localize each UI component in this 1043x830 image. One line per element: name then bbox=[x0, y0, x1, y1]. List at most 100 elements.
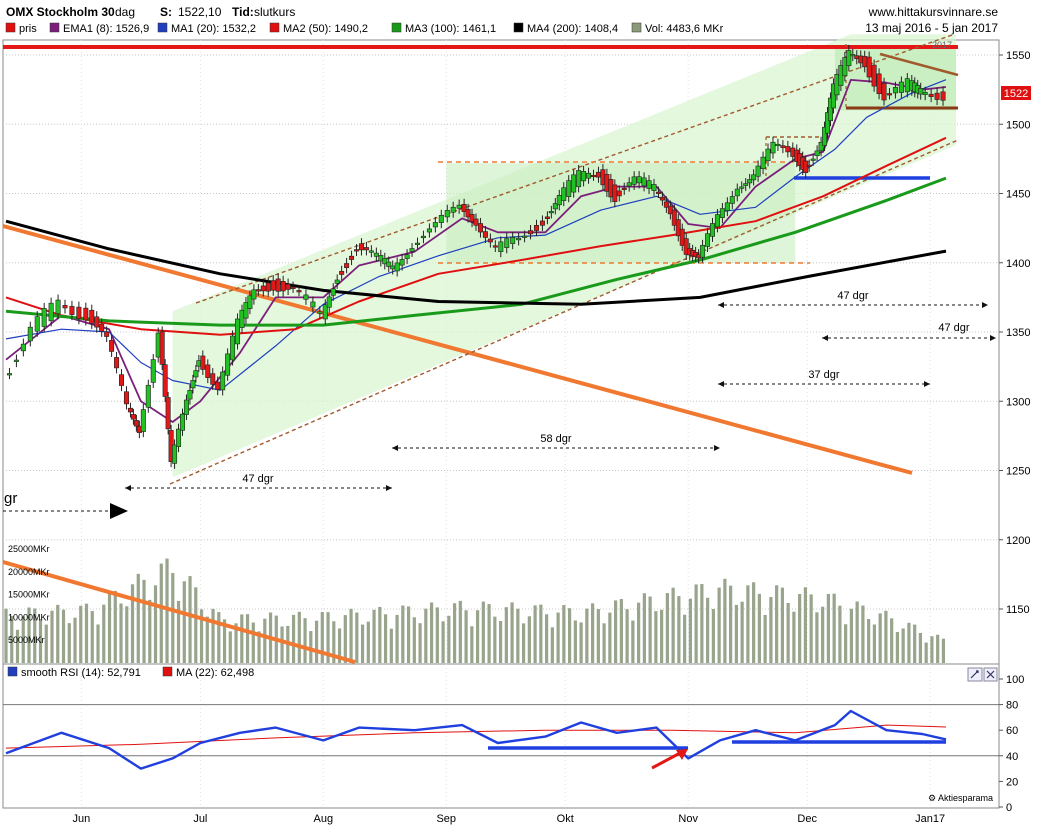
volume-bar bbox=[326, 612, 330, 663]
candle-body bbox=[487, 238, 493, 243]
volume-bar bbox=[424, 608, 428, 663]
time-label: Tid: bbox=[232, 5, 254, 19]
candle-body bbox=[265, 282, 271, 292]
candle-body bbox=[114, 357, 120, 369]
volume-bar bbox=[458, 600, 462, 663]
candle-body bbox=[6, 373, 12, 376]
volume-bar bbox=[251, 622, 255, 663]
volume-bar bbox=[360, 624, 365, 663]
zoom-icon[interactable] bbox=[967, 667, 983, 682]
candle-body bbox=[586, 172, 592, 179]
volume-tick-label: 10000MKr bbox=[8, 612, 50, 622]
volume-bar bbox=[700, 584, 704, 663]
candle-body bbox=[69, 306, 75, 315]
volume-bar bbox=[752, 582, 756, 663]
candle-body bbox=[420, 235, 426, 239]
candle-body bbox=[700, 245, 706, 258]
volume-bar bbox=[84, 603, 89, 663]
candle-body bbox=[99, 323, 105, 332]
candle-body bbox=[544, 216, 550, 219]
volume-bar bbox=[729, 585, 733, 663]
rsi-tick-label: 60 bbox=[1006, 725, 1018, 737]
price-tick-label: 1350 bbox=[1006, 327, 1030, 339]
candle-body bbox=[310, 301, 316, 308]
measure-arrow-left bbox=[718, 381, 724, 387]
volume-bar bbox=[176, 600, 181, 663]
price-grid bbox=[3, 40, 999, 808]
candle-body bbox=[709, 223, 715, 237]
volume-bar bbox=[855, 601, 859, 663]
volume-bar bbox=[412, 617, 416, 663]
candle-body bbox=[498, 241, 504, 253]
close-icon[interactable] bbox=[983, 667, 998, 682]
candle-body bbox=[806, 164, 812, 167]
candle-body bbox=[705, 233, 711, 247]
volume-bar bbox=[579, 622, 583, 663]
legend-label: pris bbox=[19, 23, 37, 35]
volume-bar bbox=[711, 608, 715, 663]
volume-bar bbox=[510, 602, 514, 663]
volume-bars bbox=[4, 558, 946, 663]
volume-bar bbox=[660, 609, 664, 663]
candle-body bbox=[928, 93, 934, 97]
measure-label: 58 dgr bbox=[540, 433, 572, 445]
candle-body bbox=[41, 308, 47, 327]
candle-body bbox=[62, 305, 68, 309]
candle-body bbox=[533, 225, 539, 231]
volume-bar bbox=[838, 605, 842, 663]
volume-bar bbox=[142, 579, 146, 663]
volume-bar bbox=[740, 601, 744, 663]
volume-bar bbox=[96, 624, 100, 663]
candles bbox=[6, 44, 946, 469]
candle-body bbox=[646, 180, 652, 189]
candle-body bbox=[651, 184, 657, 191]
price-value: 1522,10 bbox=[178, 5, 222, 19]
candle-body bbox=[576, 170, 582, 188]
volume-bar bbox=[907, 622, 911, 663]
measure-arrow-right bbox=[982, 302, 988, 308]
candle-body bbox=[934, 92, 940, 100]
legend-swatch bbox=[391, 22, 402, 33]
candle-body bbox=[714, 214, 720, 228]
volume-bar bbox=[763, 614, 767, 663]
candle-body bbox=[477, 223, 483, 233]
annotations: 47 dgr 47 dgr 37 dgr 58 dgr 47 dgr gr bbox=[3, 290, 996, 519]
price-tick-label: 1300 bbox=[1006, 396, 1030, 408]
volume-bar bbox=[464, 610, 468, 663]
volume-bar bbox=[918, 632, 923, 663]
volume-bar bbox=[320, 612, 324, 663]
candle-body bbox=[904, 78, 910, 93]
volume-bar bbox=[182, 581, 186, 663]
candle-body bbox=[724, 202, 730, 211]
candle-body bbox=[127, 407, 133, 413]
candle-body bbox=[200, 355, 206, 370]
volume-bar bbox=[591, 603, 595, 663]
volume-bar bbox=[734, 604, 738, 663]
volume-bar bbox=[171, 573, 175, 663]
volume-bar bbox=[608, 612, 612, 663]
date-range: 13 maj 2016 - 5 jan 2017 bbox=[865, 21, 998, 35]
rsi-tick-label: 0 bbox=[1006, 802, 1012, 814]
candle-body bbox=[210, 373, 216, 385]
volume-bar bbox=[521, 623, 526, 663]
volume-bar bbox=[550, 627, 554, 663]
candle-body bbox=[159, 331, 165, 365]
month-label: Jul bbox=[193, 813, 207, 825]
candle-body bbox=[48, 302, 54, 322]
ma-line bbox=[5, 219, 947, 306]
volume-tick-label: 25000MKr bbox=[8, 544, 50, 554]
measure-label: 47 dgr bbox=[938, 322, 970, 334]
volume-bar bbox=[792, 611, 796, 663]
candle-body bbox=[404, 254, 410, 259]
candle-body bbox=[922, 91, 928, 95]
candle-body bbox=[255, 289, 261, 292]
month-label: Aug bbox=[314, 813, 334, 825]
rsi-grid bbox=[3, 704, 999, 757]
rsi-legend-swatch bbox=[7, 666, 18, 677]
legend-label: Vol: 4483,6 MKr bbox=[645, 23, 724, 35]
candle-body bbox=[317, 311, 323, 314]
candle-body bbox=[296, 290, 302, 293]
volume-bar bbox=[717, 587, 721, 663]
volume-bar bbox=[205, 616, 209, 663]
legend-label: MA2 (50): 1490,2 bbox=[283, 23, 368, 35]
